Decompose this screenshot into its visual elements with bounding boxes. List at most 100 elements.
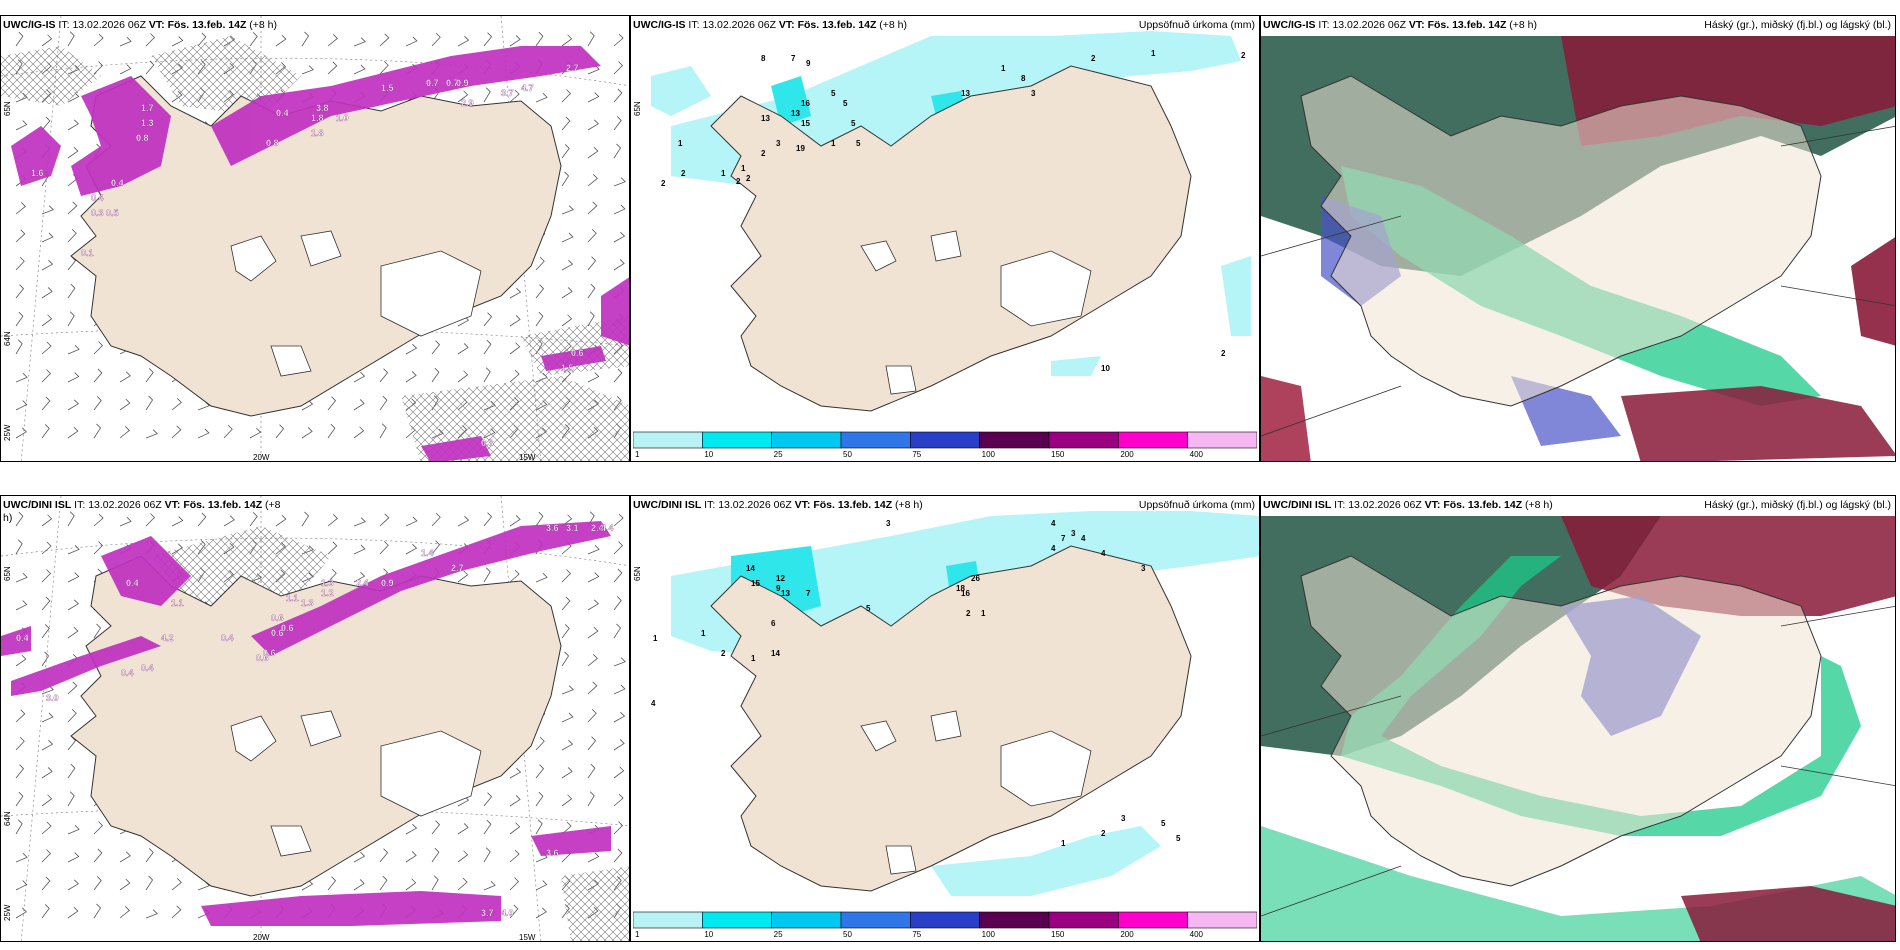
vt-label: VT: — [1408, 19, 1425, 31]
value-label: 0.6 — [263, 648, 276, 658]
offset: (+8 h) — [1509, 19, 1538, 31]
wind-barb — [93, 903, 102, 919]
wind-barb — [67, 511, 75, 527]
wind-barb — [561, 171, 570, 187]
vt-label: VT: — [164, 499, 181, 511]
wind-barb — [587, 736, 597, 751]
value-label: 2 — [746, 174, 751, 183]
wind-barb — [535, 736, 545, 751]
wind-barb — [67, 399, 79, 411]
wind-barb — [353, 371, 366, 383]
wind-barb — [67, 119, 79, 131]
it-value: 13.02.2026 06Z — [1332, 19, 1406, 31]
value-label: 2 — [1091, 54, 1096, 63]
wind-barb — [15, 654, 27, 667]
wind-barb — [587, 256, 597, 271]
it-label: IT: — [1334, 499, 1346, 511]
value-label: 4.0 — [501, 908, 514, 918]
value-label: 6 — [771, 619, 776, 628]
wind-barb — [301, 879, 314, 891]
wind-barb — [587, 228, 597, 243]
glaciers — [860, 230, 1092, 395]
panel-header: UWC/IG-IS IT: 13.02.2026 06Z VT: Fös. 13… — [3, 19, 277, 32]
value-label: 4.7 — [521, 83, 534, 93]
it-value: 13.02.2026 06Z — [72, 19, 146, 31]
wind-barb — [197, 428, 210, 439]
wind-barb — [613, 821, 624, 835]
precip-mid — [771, 76, 966, 126]
wind-barb — [379, 423, 387, 439]
legend-swatch — [1187, 431, 1257, 449]
value-label: 1.6 — [31, 168, 44, 178]
value-label: 7 — [1061, 534, 1066, 543]
wind-barb — [67, 31, 75, 47]
value-label: 0.7 — [426, 78, 439, 88]
wind-barb — [275, 424, 285, 439]
wind-barb — [561, 34, 573, 47]
value-label: 2.4 — [591, 523, 604, 533]
model-name: UWC/IG-IS — [1263, 19, 1316, 31]
lat-label-mid: 64N — [3, 811, 12, 826]
it-label: IT: — [704, 499, 716, 511]
iceland-land — [1300, 555, 1822, 887]
legend-swatch — [979, 431, 1050, 449]
vt-value: Fös. 13.feb. 14Z — [183, 499, 263, 511]
legend-tick-label: 200 — [1120, 450, 1134, 459]
it-value: 13.02.2026 06Z — [718, 499, 792, 511]
wind-barb — [561, 821, 572, 835]
wind-barb — [119, 878, 131, 891]
wind-barb — [613, 568, 623, 583]
wind-barb — [41, 424, 50, 439]
wind-barb — [561, 314, 573, 327]
wind-barb — [379, 33, 390, 47]
value-label: 8 — [1021, 74, 1026, 83]
value-label: 1 — [721, 169, 726, 178]
legend-tick-label: 150 — [1051, 930, 1065, 939]
wind-barb — [431, 875, 439, 891]
wind-barb — [483, 847, 491, 863]
legend-swatch — [771, 911, 842, 929]
wind-barb — [405, 371, 417, 383]
value-label: 16 — [801, 99, 810, 108]
wind-barb — [613, 204, 626, 215]
value-label: 5 — [856, 139, 861, 148]
wind-barb — [587, 681, 598, 695]
wind-barb — [509, 315, 521, 327]
wind-barb — [613, 793, 624, 807]
wind-barb — [561, 287, 573, 299]
value-label: 1 — [1061, 839, 1066, 848]
wind-barb — [67, 599, 79, 611]
wind-barb — [483, 567, 491, 583]
wind-barb — [535, 256, 545, 271]
wind-barb — [67, 708, 77, 723]
wind-barb — [509, 904, 519, 919]
wind-barb — [561, 624, 570, 639]
wind-barb — [535, 311, 544, 327]
wind-barb — [197, 32, 207, 47]
wind-barb — [561, 596, 571, 611]
wind-barb — [353, 851, 366, 863]
legend-swatch — [840, 911, 911, 929]
wind-barb — [509, 342, 521, 355]
value-label: 2.9 — [461, 98, 474, 108]
wind-barb — [41, 541, 52, 555]
wind-barb — [171, 516, 184, 527]
wind-barb — [41, 514, 53, 527]
wind-barb — [457, 515, 470, 527]
wind-barb — [561, 89, 572, 103]
wind-barb — [405, 823, 418, 835]
wind-barb — [561, 144, 570, 159]
wind-barb — [509, 849, 520, 863]
it-label: IT: — [1318, 19, 1330, 31]
wind-barb — [301, 65, 314, 75]
offset: (+8 h) — [895, 499, 923, 511]
wind-barb — [587, 545, 600, 555]
wind-barb — [405, 543, 418, 555]
value-label: 1.4 — [421, 548, 434, 558]
panel-dini-precip: UWC/DINI ISL IT: 13.02.2026 06Z VT: Fös.… — [630, 495, 1260, 942]
value-label: 12 — [776, 574, 785, 583]
wind-barb — [301, 399, 314, 411]
legend-tick-label: 1 — [635, 450, 640, 459]
